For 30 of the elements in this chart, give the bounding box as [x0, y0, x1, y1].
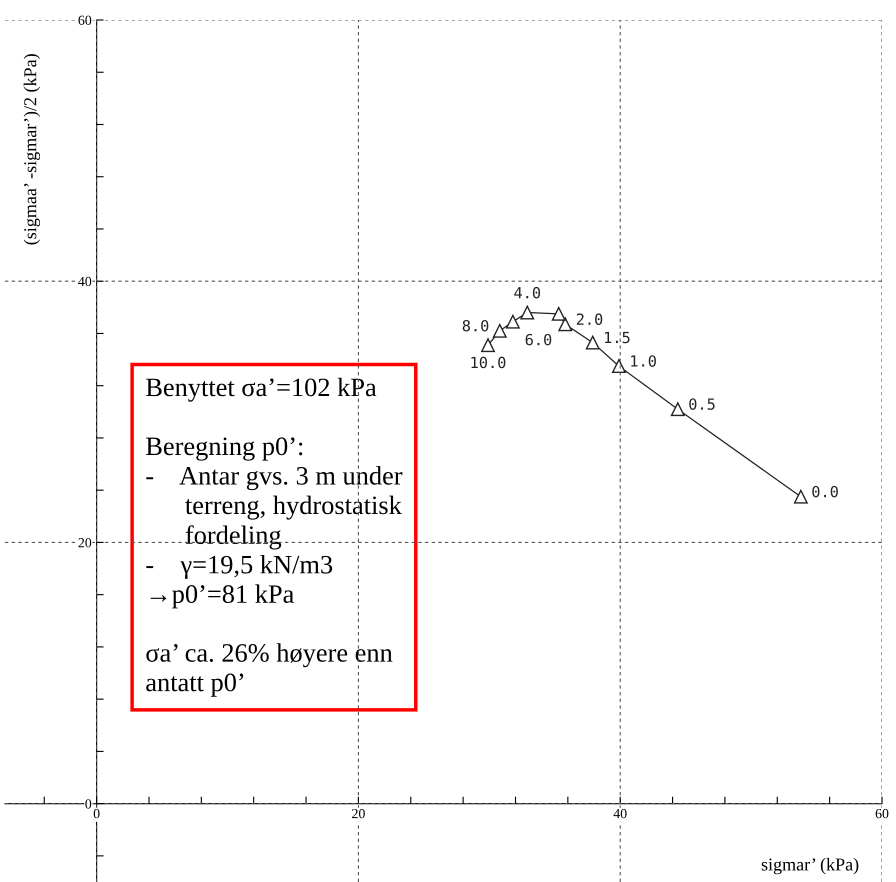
point: [612, 359, 626, 374]
x-tick-label: 20: [352, 808, 365, 818]
point: [492, 324, 507, 338]
annotation: 2.0: [576, 313, 602, 325]
x-axis-title: sigmar’ (kPa): [762, 858, 858, 874]
annotation: 4.0: [514, 286, 540, 298]
y-tick-label: 20: [78, 538, 92, 548]
annotation: 1.5: [605, 332, 630, 344]
x-tick-label: 60: [876, 808, 888, 818]
annotation: 1.0: [631, 355, 656, 367]
point: [506, 314, 520, 329]
y-tick-label: 0: [85, 799, 92, 809]
point: [481, 338, 495, 352]
annotation: 8.0: [462, 320, 488, 332]
y-tick-label: 40: [78, 276, 92, 286]
annotation: 0.0: [812, 486, 838, 498]
annotation: 6.0: [526, 334, 552, 346]
x-tick-label: 0: [94, 808, 100, 818]
point: [552, 306, 566, 321]
y-tick-label: 60: [78, 16, 92, 25]
text: Benyttet σa’=102 kPa Beregning p0’: - Antar gvs. 3 m under terreng, hydrostatisk fordeling - γ=19,5 kN/m3 →p0’=81 kPa σa’ ca. 26% høyere enn antatt p0’: [146, 378, 402, 697]
point: [558, 317, 572, 332]
point: [520, 306, 534, 320]
annotation: 10.0: [471, 356, 506, 368]
point: [670, 402, 685, 416]
y-axis-title: (sigmaa’ -sigmar’)/2 (kPa): [24, 54, 40, 244]
point: [586, 336, 600, 350]
annotation: 0.5: [689, 398, 715, 410]
x-tick-label: 40: [614, 808, 627, 818]
point: [794, 490, 808, 504]
